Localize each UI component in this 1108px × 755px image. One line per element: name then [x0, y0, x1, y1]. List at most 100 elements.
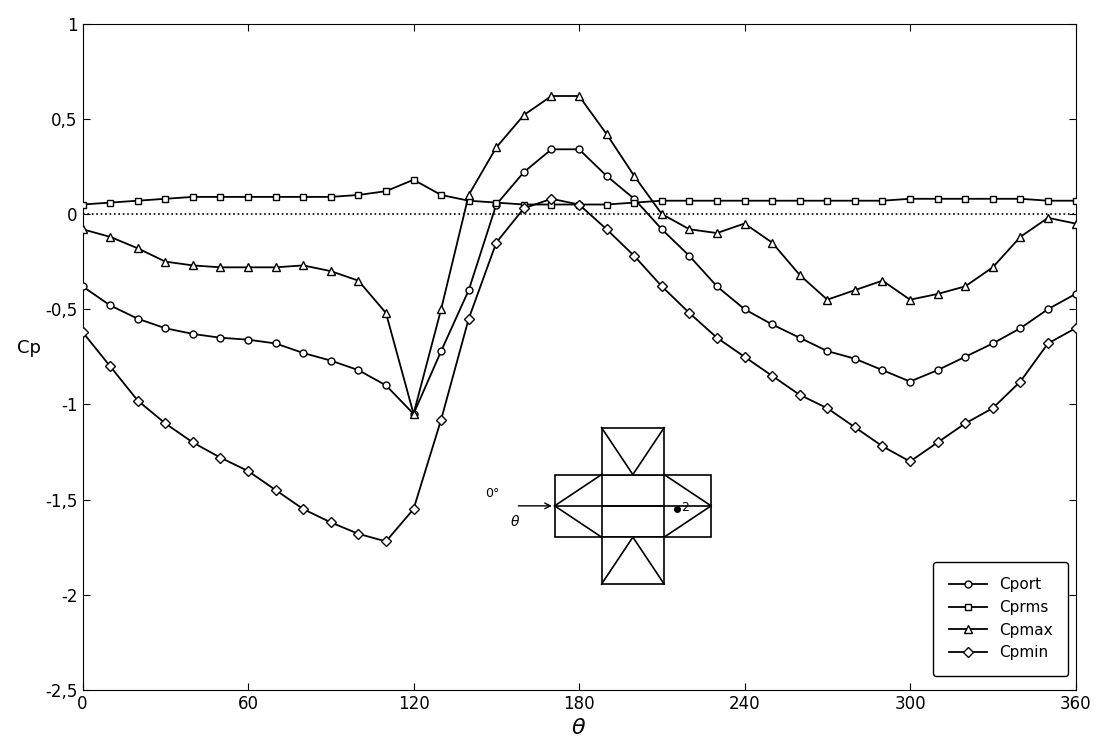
- Cprms: [710, 196, 724, 205]
- Line: Cpmax: Cpmax: [79, 92, 1079, 418]
- Cprms: [1069, 196, 1083, 205]
- Cport: [103, 300, 116, 310]
- Cprms: [766, 196, 779, 205]
- Cpmin: [490, 238, 503, 247]
- Line: Cport: Cport: [79, 146, 1079, 418]
- Cpmax: [490, 143, 503, 152]
- Cpmin: [297, 504, 310, 513]
- Cpmin: [821, 404, 834, 413]
- Cprms: [655, 196, 668, 205]
- Cpmax: [158, 257, 172, 267]
- Cpmax: [875, 276, 889, 285]
- Bar: [602, 537, 664, 584]
- Cpmin: [379, 537, 392, 546]
- Cpmax: [1069, 219, 1083, 228]
- Cpmax: [710, 229, 724, 238]
- Cport: [517, 168, 531, 177]
- Cpmax: [269, 263, 283, 272]
- Cport: [325, 356, 338, 365]
- Cport: [599, 171, 613, 180]
- Cpmax: [297, 261, 310, 270]
- X-axis label: $\theta$: $\theta$: [572, 718, 586, 738]
- Cprms: [821, 196, 834, 205]
- Cpmin: [325, 518, 338, 527]
- Cpmin: [875, 442, 889, 451]
- Cport: [214, 333, 227, 342]
- Cport: [931, 365, 944, 374]
- Cpmax: [351, 276, 365, 285]
- Cport: [903, 377, 916, 386]
- Cprms: [958, 194, 972, 203]
- Text: 2: 2: [681, 501, 689, 514]
- Cport: [958, 353, 972, 362]
- Cpmin: [214, 453, 227, 462]
- Cpmin: [131, 396, 144, 405]
- Cprms: [1014, 194, 1027, 203]
- Cpmin: [903, 457, 916, 466]
- Cpmin: [958, 419, 972, 428]
- Cprms: [186, 193, 199, 202]
- Cpmin: [683, 309, 696, 318]
- Cport: [627, 194, 640, 203]
- Cpmax: [76, 225, 90, 234]
- Cpmin: [76, 328, 90, 337]
- Cpmax: [131, 244, 144, 253]
- Cprms: [434, 190, 448, 199]
- Cpmin: [599, 225, 613, 234]
- Cpmin: [158, 419, 172, 428]
- Cport: [131, 314, 144, 323]
- Cprms: [903, 194, 916, 203]
- Cpmin: [1069, 324, 1083, 333]
- Cprms: [131, 196, 144, 205]
- Cpmin: [269, 485, 283, 495]
- Cpmin: [655, 282, 668, 291]
- Cpmin: [545, 194, 558, 203]
- Cprms: [986, 194, 999, 203]
- Cport: [462, 285, 475, 294]
- Line: Cpmin: Cpmin: [79, 196, 1079, 545]
- Cprms: [407, 175, 420, 184]
- Cpmax: [379, 309, 392, 318]
- Cpmin: [186, 438, 199, 447]
- Cprms: [793, 196, 807, 205]
- Cpmin: [1014, 377, 1027, 386]
- Cport: [76, 282, 90, 291]
- Cpmin: [766, 371, 779, 381]
- Cpmin: [103, 362, 116, 371]
- Cprms: [214, 193, 227, 202]
- Cport: [379, 381, 392, 390]
- Cport: [986, 339, 999, 348]
- Cport: [793, 333, 807, 342]
- Cpmax: [517, 110, 531, 119]
- Cprms: [297, 193, 310, 202]
- Cpmax: [325, 267, 338, 276]
- Cprms: [103, 198, 116, 207]
- Cport: [766, 320, 779, 329]
- Cprms: [931, 194, 944, 203]
- Cprms: [573, 200, 586, 209]
- Cprms: [627, 198, 640, 207]
- Cpmax: [986, 263, 999, 272]
- Legend: Cport, Cprms, Cpmax, Cpmin: Cport, Cprms, Cpmax, Cpmin: [933, 562, 1068, 676]
- Cpmax: [903, 295, 916, 304]
- Text: $\theta$: $\theta$: [511, 514, 521, 529]
- Y-axis label: Cp: Cp: [17, 339, 41, 357]
- Cpmax: [627, 171, 640, 180]
- Cprms: [158, 194, 172, 203]
- Cport: [1069, 289, 1083, 298]
- Cpmax: [931, 289, 944, 298]
- Cpmax: [545, 91, 558, 100]
- Cpmax: [462, 190, 475, 199]
- Cpmax: [573, 91, 586, 100]
- Cpmin: [986, 404, 999, 413]
- Cport: [573, 145, 586, 154]
- Cpmax: [738, 219, 751, 228]
- Bar: [555, 475, 711, 537]
- Cprms: [490, 198, 503, 207]
- Cpmax: [793, 270, 807, 279]
- Cprms: [76, 200, 90, 209]
- Text: 0°: 0°: [485, 487, 500, 500]
- Cprms: [875, 196, 889, 205]
- Cprms: [738, 196, 751, 205]
- Cport: [738, 305, 751, 314]
